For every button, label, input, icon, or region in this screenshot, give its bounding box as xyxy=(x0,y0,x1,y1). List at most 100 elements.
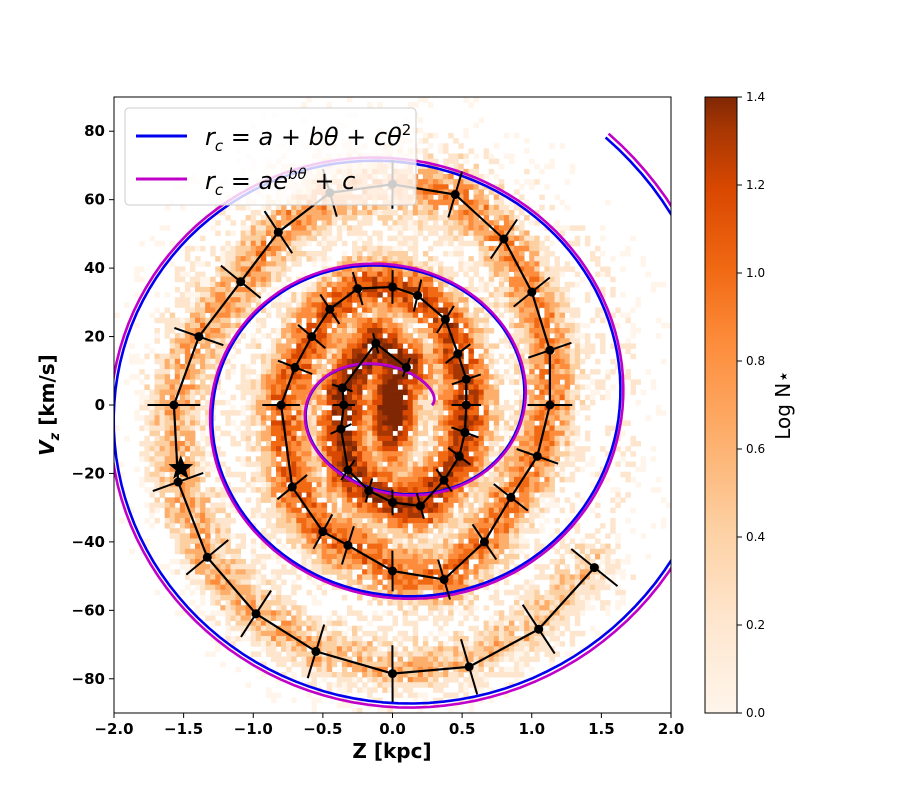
heatmap-cell xyxy=(321,661,328,668)
heatmap-cell xyxy=(448,389,454,396)
heatmap-cell xyxy=(316,543,323,550)
heatmap-cell xyxy=(397,440,404,447)
heatmap-cell xyxy=(443,543,449,550)
heatmap-cell xyxy=(270,358,277,365)
heatmap-cell xyxy=(443,251,449,257)
heatmap-cell xyxy=(438,358,444,365)
heatmap-cell xyxy=(412,497,419,503)
heatmap-cell xyxy=(382,317,388,324)
heatmap-cell xyxy=(311,466,317,473)
heatmap-cell xyxy=(316,471,323,478)
heatmap-cell xyxy=(326,389,333,396)
heatmap-cell xyxy=(276,209,282,216)
heatmap-cell xyxy=(326,317,333,324)
heatmap-cell xyxy=(260,240,267,247)
heatmap-cell xyxy=(372,651,378,657)
heatmap-cell xyxy=(438,168,444,175)
heatmap-cell xyxy=(402,358,409,365)
heatmap-cell xyxy=(336,687,343,693)
heatmap-cell xyxy=(245,620,252,627)
heatmap-cell xyxy=(382,466,388,473)
heatmap-cell xyxy=(448,394,454,401)
heatmap-cell xyxy=(220,548,226,555)
heatmap-cell xyxy=(134,374,140,380)
heatmap-cell xyxy=(306,328,312,334)
heatmap-cell xyxy=(448,399,454,406)
heatmap-cell xyxy=(433,410,439,416)
heatmap-cell xyxy=(351,256,358,262)
heatmap-cell xyxy=(306,538,312,544)
heatmap-cell xyxy=(260,466,267,473)
heatmap-cell xyxy=(448,153,454,159)
heatmap-cell xyxy=(306,420,312,426)
heatmap-cell xyxy=(422,148,429,154)
heatmap-cell xyxy=(433,328,439,334)
heatmap-cell xyxy=(265,440,272,447)
heatmap-cell xyxy=(265,204,272,211)
heatmap-cell xyxy=(301,512,307,519)
heatmap-cell xyxy=(296,369,302,375)
heatmap-cell xyxy=(372,363,378,370)
heatmap-cell xyxy=(463,132,469,139)
heatmap-cell xyxy=(326,358,333,365)
heatmap-cell xyxy=(225,528,231,534)
heatmap-cell xyxy=(377,256,383,262)
heatmap-cell xyxy=(336,292,343,298)
heatmap-cell xyxy=(200,307,206,313)
heatmap-cell xyxy=(357,405,363,411)
heatmap-cell xyxy=(179,302,186,308)
heatmap-cell xyxy=(311,702,317,709)
heatmap-cell xyxy=(351,512,358,519)
heatmap-cell xyxy=(443,517,449,524)
heatmap-cell xyxy=(245,415,252,421)
heatmap-cell xyxy=(443,240,449,247)
heatmap-cell xyxy=(341,502,348,509)
heatmap-cell xyxy=(306,461,312,467)
heatmap-cell xyxy=(351,251,358,257)
heatmap-cell xyxy=(195,256,201,262)
heatmap-cell xyxy=(200,353,206,360)
heatmap-cell xyxy=(210,317,216,324)
heatmap-cell xyxy=(174,610,181,616)
heatmap-cell xyxy=(230,579,236,586)
heatmap-cell xyxy=(427,661,434,668)
heatmap-cell xyxy=(260,363,267,370)
heatmap-cell xyxy=(326,528,333,534)
heatmap-cell xyxy=(321,394,328,401)
heatmap-cell xyxy=(235,297,241,303)
heatmap-cell xyxy=(184,353,191,360)
heatmap-cell xyxy=(250,641,257,647)
heatmap-cell xyxy=(235,487,241,493)
heatmap-cell xyxy=(281,543,287,550)
heatmap-cell xyxy=(433,405,439,411)
heatmap-cell xyxy=(448,451,454,457)
heatmap-cell xyxy=(245,215,252,221)
heatmap-cell xyxy=(306,256,312,262)
heatmap-cell xyxy=(382,584,388,591)
heatmap-cell xyxy=(387,517,393,524)
heatmap-cell xyxy=(382,543,388,550)
heatmap-cell xyxy=(346,297,353,303)
heatmap-cell xyxy=(250,394,257,401)
heatmap-cell xyxy=(367,235,373,242)
heatmap-cell xyxy=(291,630,297,637)
heatmap-cell xyxy=(225,266,231,272)
heatmap-cell xyxy=(296,348,302,355)
heatmap-cell xyxy=(402,307,409,313)
heatmap-cell xyxy=(402,384,409,390)
heatmap-cell xyxy=(311,389,317,396)
heatmap-cell xyxy=(296,384,302,390)
heatmap-cell xyxy=(245,440,252,447)
heatmap-cell xyxy=(382,312,388,319)
heatmap-cell xyxy=(276,286,282,293)
heatmap-cell xyxy=(357,256,363,262)
heatmap-cell xyxy=(453,692,459,698)
heatmap-cell xyxy=(468,220,474,226)
heatmap-cell xyxy=(230,410,236,416)
heatmap-cell xyxy=(468,230,474,236)
heatmap-cell xyxy=(331,271,338,278)
heatmap-cell xyxy=(427,630,434,637)
heatmap-cell xyxy=(341,322,348,329)
heatmap-cell xyxy=(412,528,419,534)
heatmap-cell xyxy=(468,102,474,108)
